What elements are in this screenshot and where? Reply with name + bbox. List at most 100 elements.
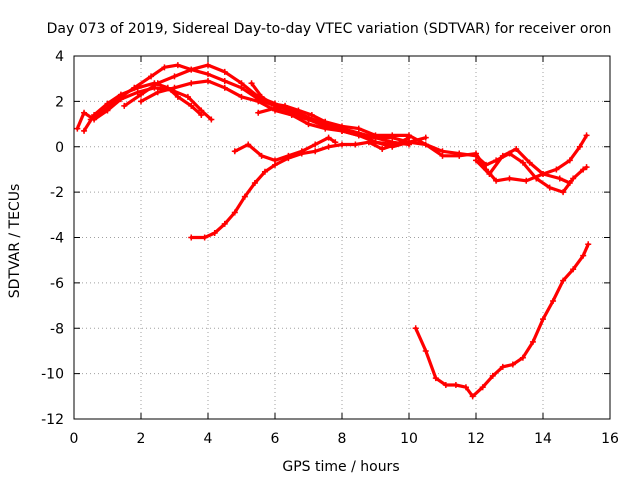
data-point [248, 80, 255, 87]
data-point [486, 170, 493, 177]
data-point [473, 157, 479, 164]
data-point [580, 252, 587, 259]
data-point [205, 71, 211, 78]
data-point [560, 189, 567, 196]
data-point [339, 127, 345, 134]
data-point [529, 338, 536, 345]
data-point [553, 166, 560, 173]
data-point [339, 141, 345, 148]
data-point [308, 111, 315, 118]
data-point [469, 393, 476, 400]
data-point [312, 141, 319, 148]
data-point [188, 234, 195, 241]
data-point [81, 109, 88, 116]
data-point [540, 170, 546, 177]
x-tick-labels: 0 2 4 6 8 10 12 14 16 [70, 431, 619, 447]
data-point [583, 164, 590, 171]
y-tick-label: 4 [55, 49, 64, 65]
data-point [154, 89, 161, 96]
data-point [231, 148, 238, 155]
data-point [365, 139, 372, 146]
data-point [389, 134, 396, 141]
data-point [406, 134, 412, 141]
data-point [499, 363, 506, 370]
data-point [422, 134, 429, 141]
data-point [161, 64, 168, 71]
x-tick-label: 10 [400, 431, 418, 447]
data-point [499, 152, 506, 159]
data-point [355, 132, 362, 139]
data-point [258, 152, 265, 159]
x-tick-label: 0 [70, 431, 79, 447]
data-point [184, 93, 191, 100]
data-point [506, 175, 513, 182]
data-point [513, 146, 520, 153]
series-line-arc-7 [256, 106, 589, 194]
data-point [432, 375, 439, 382]
data-point [211, 229, 218, 236]
data-point [272, 161, 278, 168]
data-point [422, 347, 429, 354]
data-point [519, 354, 526, 361]
data-point [171, 73, 178, 80]
y-tick-label: -4 [50, 231, 64, 247]
data-point [483, 161, 490, 168]
data-point [81, 127, 88, 134]
data-point [583, 132, 590, 139]
y-tick-labels: -12 -10 -8 -6 -4 -2 0 2 4 [41, 49, 64, 428]
x-tick-label: 2 [137, 431, 146, 447]
data-point [87, 116, 94, 123]
data-point [154, 80, 161, 87]
data-point [231, 209, 238, 216]
series-points-arc-11 [412, 241, 592, 400]
data-point [188, 66, 195, 73]
data-point [114, 96, 121, 103]
data-point [121, 102, 128, 109]
data-point [570, 175, 577, 182]
data-point [255, 98, 262, 105]
data-point [392, 141, 399, 148]
data-point [258, 93, 265, 100]
data-point [372, 134, 379, 141]
data-point [379, 146, 386, 153]
data-point [74, 125, 81, 132]
data-point [138, 91, 144, 98]
data-point [205, 77, 211, 84]
data-point [285, 155, 292, 162]
data-point [221, 68, 228, 75]
data-point [221, 220, 228, 227]
y-tick-label: -10 [41, 367, 64, 383]
data-point [295, 107, 302, 114]
data-point [201, 234, 208, 241]
data-point [526, 159, 533, 166]
data-point [352, 141, 359, 148]
data-point [174, 93, 181, 100]
data-point [325, 134, 332, 141]
data-point [456, 150, 463, 157]
x-tick-label: 14 [534, 431, 552, 447]
data-point [238, 93, 245, 100]
data-point [305, 116, 312, 123]
data-point [272, 105, 278, 112]
data-point [570, 266, 577, 273]
data-point [298, 150, 305, 157]
data-point [208, 116, 215, 123]
data-point [523, 177, 530, 184]
data-point [138, 98, 144, 105]
data-point [188, 80, 195, 87]
data-point [493, 177, 500, 184]
data-point [479, 384, 486, 391]
data-point [312, 148, 319, 155]
data-point [268, 100, 275, 107]
y-tick-label: 0 [55, 140, 64, 156]
data-point [412, 325, 419, 332]
data-point [198, 111, 205, 118]
data-point [325, 143, 332, 150]
series-line-arc-2 [82, 81, 203, 133]
data-point [439, 148, 446, 155]
data-point [282, 102, 289, 109]
data-point [171, 84, 178, 91]
x-tick-label: 4 [204, 431, 213, 447]
data-point [188, 102, 195, 109]
series-points-arc-8 [473, 132, 590, 177]
